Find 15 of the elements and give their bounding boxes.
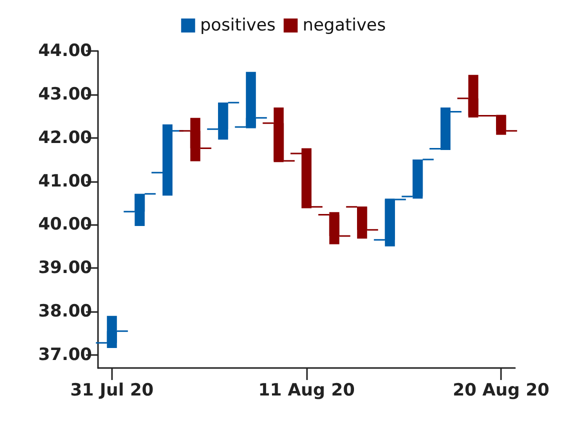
y-tick-label: 43.00 [38, 84, 92, 104]
y-tick-label: 44.00 [38, 41, 92, 61]
candlestick [234, 72, 267, 128]
legend-label: negatives [302, 16, 386, 36]
y-tick-label: 38.00 [38, 302, 92, 322]
x-tick-label: 31 Jul 20 [70, 380, 154, 400]
y-tick-label: 42.00 [38, 128, 92, 148]
y-tick-label: 39.00 [38, 258, 92, 278]
x-tick-label: 20 Aug 20 [452, 380, 550, 400]
candlestick [96, 316, 128, 348]
legend-label: positives [200, 16, 276, 36]
y-tick-label: 40.00 [38, 214, 92, 235]
x-tick-label: 11 Aug 20 [258, 380, 355, 400]
y-tick-label: 41.00 [38, 171, 92, 192]
y-tick-label: 37.00 [38, 344, 92, 365]
